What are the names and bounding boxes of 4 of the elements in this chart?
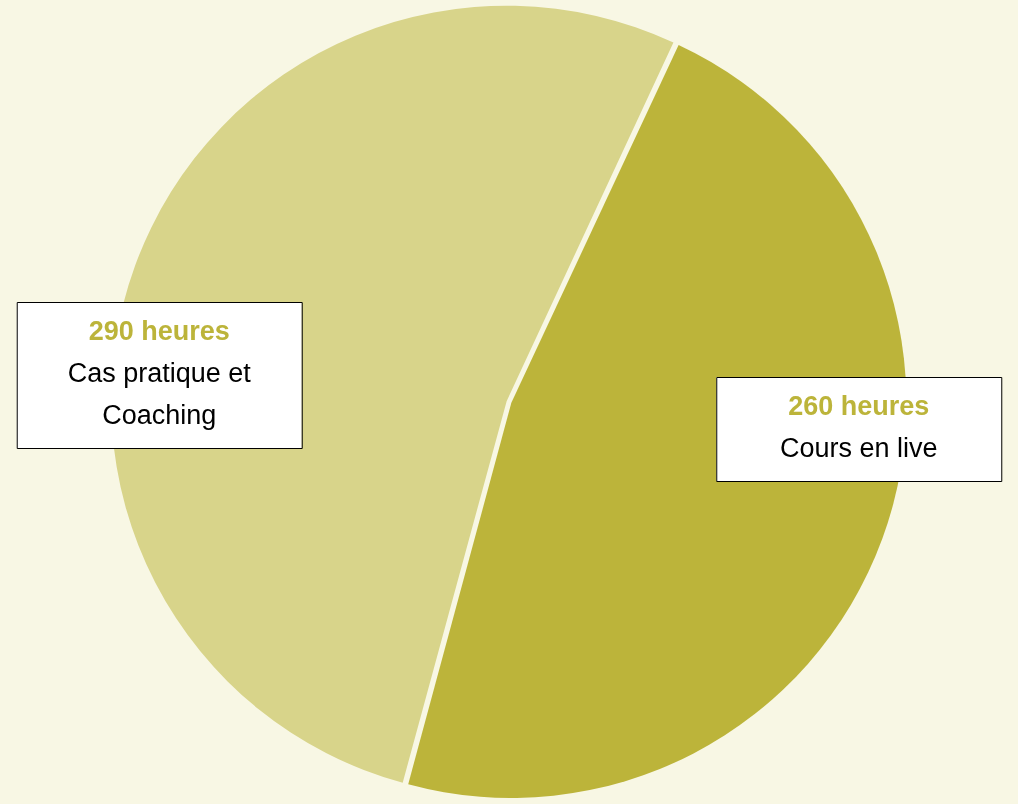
slice-label: Cas pratique et Coaching bbox=[67, 358, 252, 431]
data-label: 290 heures bbox=[88, 316, 230, 347]
slice-label: Cours en live bbox=[779, 433, 938, 464]
data-label: 260 heures bbox=[788, 391, 930, 422]
